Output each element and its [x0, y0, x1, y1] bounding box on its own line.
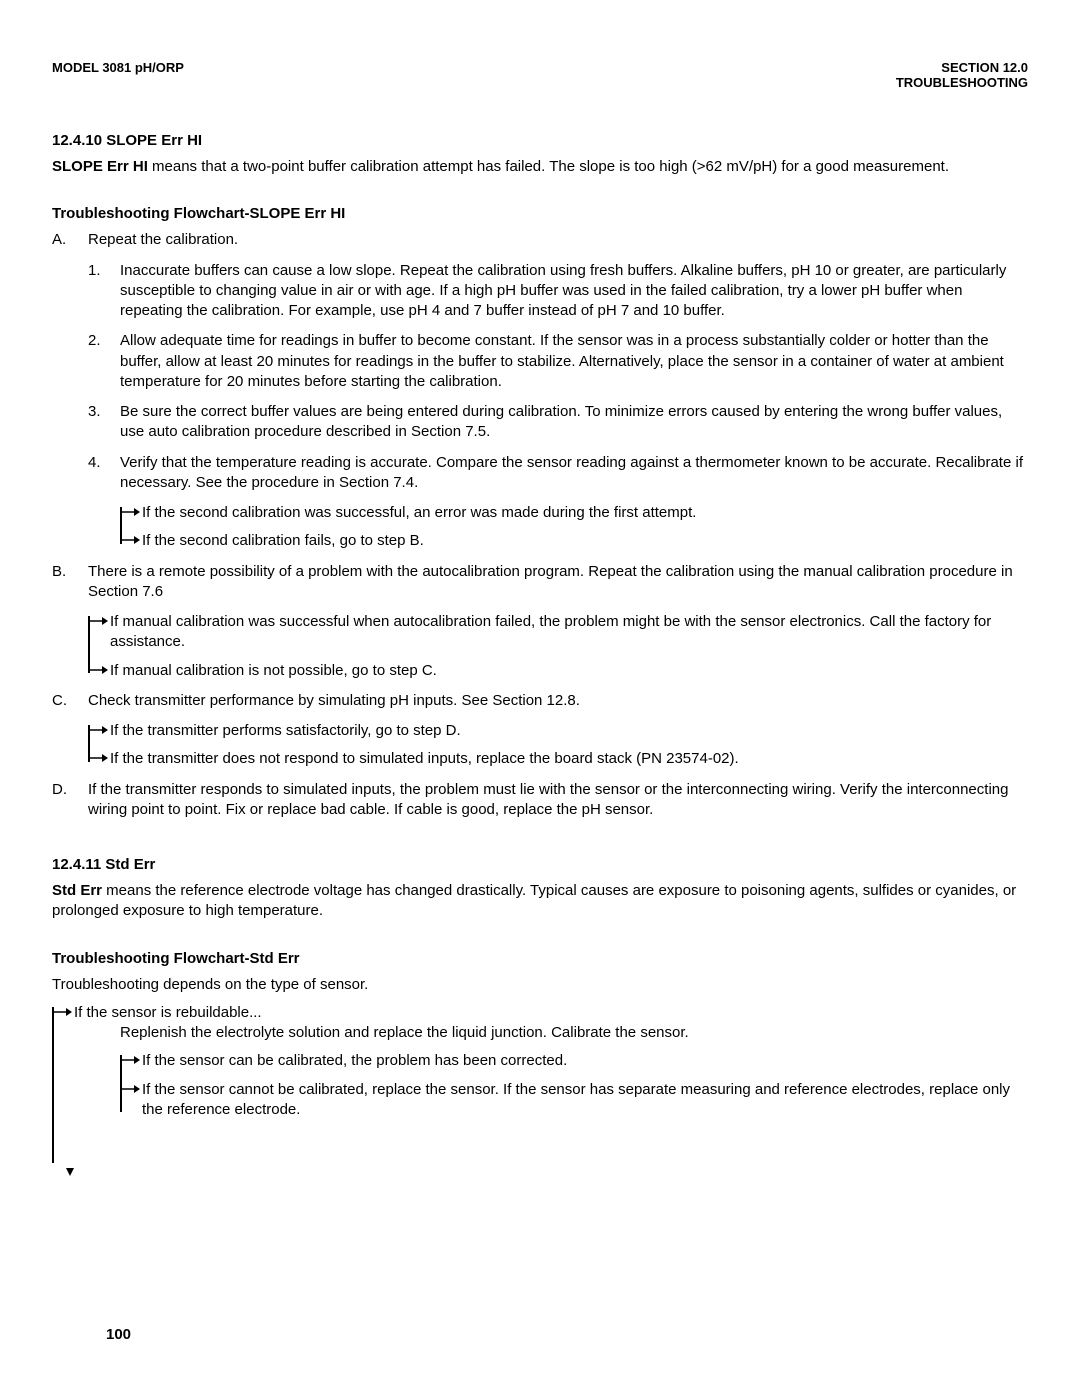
- branch-b-2: If manual calibration is not possible, g…: [110, 661, 1028, 681]
- branch-a-1: If the second calibration was successful…: [142, 503, 1028, 523]
- header-title: TROUBLESHOOTING: [896, 75, 1028, 90]
- step-a-1-t: Inaccurate buffers can cause a low slope…: [120, 261, 1028, 322]
- branch-a: If the second calibration was successful…: [120, 503, 1028, 552]
- arrow-down-icon: [64, 1136, 76, 1176]
- step-a: A. Repeat the calibration.: [52, 230, 1028, 250]
- std-lead: Troubleshooting depends on the type of s…: [52, 975, 1028, 995]
- branch-c-1-text: If the transmitter performs satisfactori…: [110, 722, 461, 739]
- step-c-letter: C.: [52, 691, 88, 711]
- header-right: SECTION 12.0 TROUBLESHOOTING: [896, 60, 1028, 90]
- step-d: D. If the transmitter responds to simula…: [52, 780, 1028, 821]
- step-a-3-t: Be sure the correct buffer values are be…: [120, 402, 1028, 443]
- branch-std-inner-2-text: If the sensor cannot be calibrated, repl…: [142, 1081, 1010, 1118]
- branch-b-1: If manual calibration was successful whe…: [110, 612, 1028, 653]
- flow-heading-std: Troubleshooting Flowchart-Std Err: [52, 950, 1028, 967]
- branch-std-root-1-text: If the sensor is rebuildable...: [74, 1004, 262, 1021]
- step-d-text: If the transmitter responds to simulated…: [88, 780, 1028, 821]
- header-left: MODEL 3081 pH/ORP: [52, 60, 184, 90]
- step-a-1-n: 1.: [88, 261, 120, 322]
- page-header: MODEL 3081 pH/ORP SECTION 12.0 TROUBLESH…: [52, 60, 1028, 90]
- intro-std-bold: Std Err: [52, 882, 102, 899]
- step-a-4: 4. Verify that the temperature reading i…: [88, 453, 1028, 494]
- branch-c: If the transmitter performs satisfactori…: [88, 721, 1028, 770]
- step-a-4-n: 4.: [88, 453, 120, 494]
- step-c: C. Check transmitter performance by simu…: [52, 691, 1028, 711]
- step-a-text: Repeat the calibration.: [88, 230, 1028, 250]
- branch-std-root: If the sensor is rebuildable...: [52, 1003, 1028, 1023]
- page-number: 100: [106, 1326, 131, 1343]
- branch-a-2-text: If the second calibration fails, go to s…: [142, 532, 424, 549]
- branch-c-2: If the transmitter does not respond to s…: [110, 749, 1028, 769]
- branch-std-root-1: If the sensor is rebuildable...: [74, 1003, 1028, 1023]
- std-sub: Replenish the electrolyte solution and r…: [120, 1023, 1028, 1043]
- flow-heading-slope: Troubleshooting Flowchart-SLOPE Err HI: [52, 205, 1028, 222]
- intro-slope-rest: means that a two-point buffer calibratio…: [148, 158, 949, 175]
- branch-std-inner: If the sensor can be calibrated, the pro…: [120, 1051, 1028, 1120]
- document-page: MODEL 3081 pH/ORP SECTION 12.0 TROUBLESH…: [0, 0, 1080, 1160]
- header-section: SECTION 12.0: [896, 60, 1028, 75]
- branch-std-inner-2: If the sensor cannot be calibrated, repl…: [142, 1080, 1028, 1121]
- step-b: B. There is a remote possibility of a pr…: [52, 562, 1028, 603]
- arrow-right-icon: [120, 1083, 140, 1095]
- section-heading-std: 12.4.11 Std Err: [52, 856, 1028, 873]
- arrow-right-icon: [120, 534, 140, 546]
- section-heading-slope: 12.4.10 SLOPE Err HI: [52, 132, 1028, 149]
- branch-c-2-text: If the transmitter does not respond to s…: [110, 750, 739, 767]
- arrow-right-icon: [120, 1054, 140, 1066]
- intro-slope-bold: SLOPE Err HI: [52, 158, 148, 175]
- step-a-3: 3. Be sure the correct buffer values are…: [88, 402, 1028, 443]
- step-a-2-t: Allow adequate time for readings in buff…: [120, 331, 1028, 392]
- step-a-3-n: 3.: [88, 402, 120, 443]
- arrow-right-icon: [88, 664, 108, 676]
- step-b-text: There is a remote possibility of a probl…: [88, 562, 1028, 603]
- bracket-line: [52, 1007, 54, 1163]
- step-a-2-n: 2.: [88, 331, 120, 392]
- step-a-letter: A.: [52, 230, 88, 250]
- step-a-2: 2. Allow adequate time for readings in b…: [88, 331, 1028, 392]
- step-a-4-t: Verify that the temperature reading is a…: [120, 453, 1028, 494]
- step-a-1: 1. Inaccurate buffers can cause a low sl…: [88, 261, 1028, 322]
- arrow-right-icon: [88, 752, 108, 764]
- arrow-right-icon: [52, 1006, 72, 1018]
- branch-a-1-text: If the second calibration was successful…: [142, 504, 696, 521]
- branch-a-2: If the second calibration fails, go to s…: [142, 531, 1028, 551]
- step-c-text: Check transmitter performance by simulat…: [88, 691, 1028, 711]
- arrow-right-icon: [88, 724, 108, 736]
- arrow-right-icon: [120, 506, 140, 518]
- intro-std: Std Err means the reference electrode vo…: [52, 881, 1028, 922]
- branch-std-inner-1: If the sensor can be calibrated, the pro…: [142, 1051, 1028, 1071]
- branch-b-1-text: If manual calibration was successful whe…: [110, 613, 991, 650]
- step-d-letter: D.: [52, 780, 88, 821]
- branch-b-2-text: If manual calibration is not possible, g…: [110, 662, 437, 679]
- intro-std-rest: means the reference electrode voltage ha…: [52, 882, 1016, 919]
- branch-b: If manual calibration was successful whe…: [88, 612, 1028, 681]
- intro-slope: SLOPE Err HI means that a two-point buff…: [52, 157, 1028, 177]
- branch-c-1: If the transmitter performs satisfactori…: [110, 721, 1028, 741]
- arrow-right-icon: [88, 615, 108, 627]
- branch-std-inner-1-text: If the sensor can be calibrated, the pro…: [142, 1052, 567, 1069]
- step-b-letter: B.: [52, 562, 88, 603]
